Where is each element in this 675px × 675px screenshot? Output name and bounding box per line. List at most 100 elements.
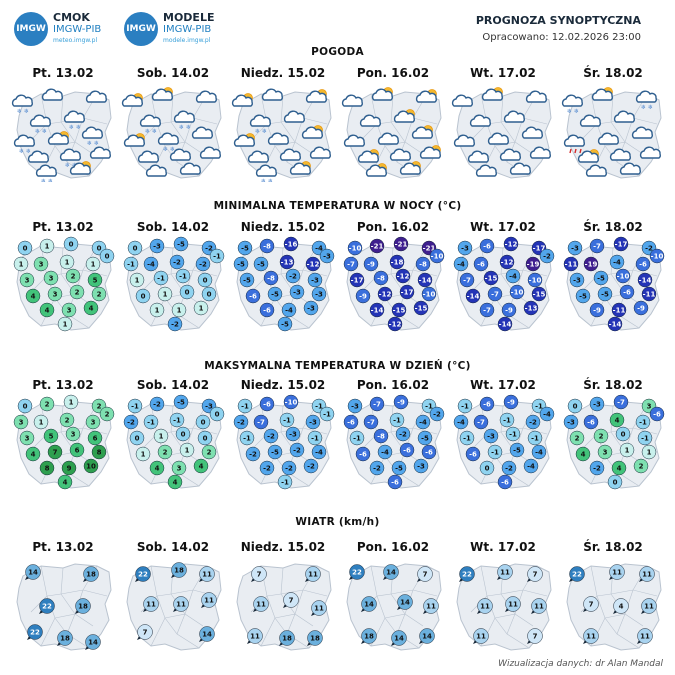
value-label: 2 bbox=[75, 289, 80, 297]
value-label: 4 bbox=[45, 307, 50, 315]
province-border bbox=[82, 117, 108, 125]
province-border bbox=[302, 589, 328, 597]
wind-value: 11 bbox=[640, 633, 650, 641]
value-marker: -4 bbox=[505, 268, 521, 284]
value-label: 1 bbox=[91, 261, 96, 269]
sun-cloud-icon bbox=[123, 133, 145, 147]
value-marker: 3 bbox=[13, 414, 29, 430]
value-marker: -3 bbox=[563, 414, 579, 430]
value-label: -8 bbox=[263, 243, 271, 251]
cloud-icon bbox=[597, 132, 619, 145]
value-label: 2 bbox=[97, 291, 102, 299]
svg-text:❄: ❄ bbox=[170, 146, 175, 153]
value-label: -6 bbox=[263, 307, 271, 315]
wind-marker: 11 bbox=[531, 598, 547, 614]
value-label: -21 bbox=[395, 241, 408, 249]
svg-text:❄: ❄ bbox=[69, 124, 74, 131]
value-marker: -12 bbox=[499, 254, 515, 270]
value-label: 1 bbox=[163, 291, 168, 299]
value-label: 1 bbox=[155, 307, 160, 315]
day-label: Pon. 16.02 bbox=[356, 220, 430, 234]
svg-text:❄: ❄ bbox=[567, 108, 572, 115]
wind-marker: 18 bbox=[57, 630, 73, 646]
cloud-icon bbox=[377, 132, 399, 145]
value-marker: -2 bbox=[525, 414, 541, 430]
cloud-snow-icon: ❄❄ bbox=[173, 110, 195, 131]
value-marker: 2 bbox=[201, 444, 217, 460]
value-label: -9 bbox=[593, 307, 601, 315]
value-marker: 0 bbox=[99, 248, 115, 264]
day-label: Śr. 18.02 bbox=[583, 66, 643, 80]
value-label: 8 bbox=[97, 449, 102, 457]
value-marker: 9 bbox=[61, 460, 77, 476]
day-label: Pt. 13.02 bbox=[32, 66, 94, 80]
value-label: 0 bbox=[201, 419, 206, 427]
value-label: 2 bbox=[65, 417, 70, 425]
credit: Wizualizacja danych: dr Alan Mandal bbox=[498, 659, 663, 669]
value-marker: -3 bbox=[567, 240, 583, 256]
wind-marker: 11 bbox=[477, 598, 493, 614]
tmax-map: 0 2 1 2 3 1 2 3 2 3 5 3 6 4 7 6 8 8 9 10 4 bbox=[11, 394, 116, 492]
day-label: Niedz. 15.02 bbox=[240, 378, 326, 392]
value-marker: -6 bbox=[259, 396, 275, 412]
wind-marker: 22 bbox=[27, 624, 43, 640]
value-label: 0 bbox=[215, 411, 220, 419]
value-marker: -5 bbox=[237, 240, 253, 256]
value-marker: 5 bbox=[43, 428, 59, 444]
value-label: 3 bbox=[25, 277, 30, 285]
cloud-icon bbox=[389, 148, 411, 161]
value-marker: -1 bbox=[637, 430, 653, 446]
value-label: -6 bbox=[403, 447, 411, 455]
cloud-snow-icon: ❄❄ bbox=[63, 110, 85, 131]
tmax-map: 0 -3 -7 3 -3 -6 4 -1 -6 2 2 0 -1 4 3 1 1 -2 4 2 0 bbox=[561, 394, 666, 492]
wind-marker: 18 bbox=[361, 628, 377, 644]
value-marker: -3 bbox=[413, 458, 429, 474]
value-marker: -6 bbox=[355, 446, 371, 462]
wind-value: 14 bbox=[394, 635, 404, 643]
value-label: 0 bbox=[203, 435, 208, 443]
value-label: -6 bbox=[469, 451, 477, 459]
value-marker: -2 bbox=[539, 248, 555, 264]
value-marker: -2 bbox=[429, 406, 445, 422]
value-marker: 4 bbox=[611, 460, 627, 476]
value-marker: 2 bbox=[157, 444, 173, 460]
day-label: Sob. 14.02 bbox=[136, 378, 210, 392]
value-label: -14 bbox=[371, 307, 384, 315]
value-label: -11 bbox=[643, 291, 656, 299]
day-label: Wt. 17.02 bbox=[470, 220, 536, 234]
value-marker: -3 bbox=[305, 414, 321, 430]
value-label: -3 bbox=[311, 277, 319, 285]
value-marker: 0 bbox=[197, 430, 213, 446]
value-marker: -1 bbox=[209, 248, 225, 264]
value-marker: 0 bbox=[195, 414, 211, 430]
value-marker: 1 bbox=[63, 394, 79, 410]
value-label: -1 bbox=[461, 403, 469, 411]
cloud-icon bbox=[487, 132, 509, 145]
value-label: 3 bbox=[177, 465, 182, 473]
value-marker: 4 bbox=[83, 300, 99, 316]
cloud-snow-icon: ❄❄ bbox=[157, 132, 179, 153]
wind-marker: 7 bbox=[283, 592, 299, 608]
province-border bbox=[302, 117, 328, 125]
value-label: -7 bbox=[593, 243, 601, 251]
value-label: 0 bbox=[105, 253, 110, 261]
value-label: -4 bbox=[527, 463, 535, 471]
value-marker: -5 bbox=[597, 286, 613, 302]
value-label: -3 bbox=[153, 243, 161, 251]
value-marker: -3 bbox=[569, 272, 585, 288]
cloud-icon bbox=[279, 148, 301, 161]
value-marker: 4 bbox=[575, 446, 591, 462]
tmax-map: -1 -2 -5 -3 -2 -1 -1 0 0 0 1 0 0 1 2 1 2 4 3 4 4 bbox=[121, 394, 226, 492]
svg-text:❄: ❄ bbox=[179, 124, 184, 131]
value-label: -19 bbox=[585, 261, 598, 269]
value-label: -1 bbox=[283, 417, 291, 425]
tmin-map: 0 -3 -5 -2 -1 -4 -2 -2 -1 1 -1 -1 0 0 1 0 0 1 1 1 -2 bbox=[121, 236, 226, 334]
wind-marker: 11 bbox=[639, 566, 655, 582]
day-label: Pon. 16.02 bbox=[356, 66, 430, 80]
value-label: -15 bbox=[533, 291, 546, 299]
value-label: -3 bbox=[323, 253, 331, 261]
value-marker: 4 bbox=[25, 446, 41, 462]
value-marker: 1 bbox=[153, 428, 169, 444]
value-label: -1 bbox=[311, 435, 319, 443]
value-label: 4 bbox=[31, 451, 36, 459]
